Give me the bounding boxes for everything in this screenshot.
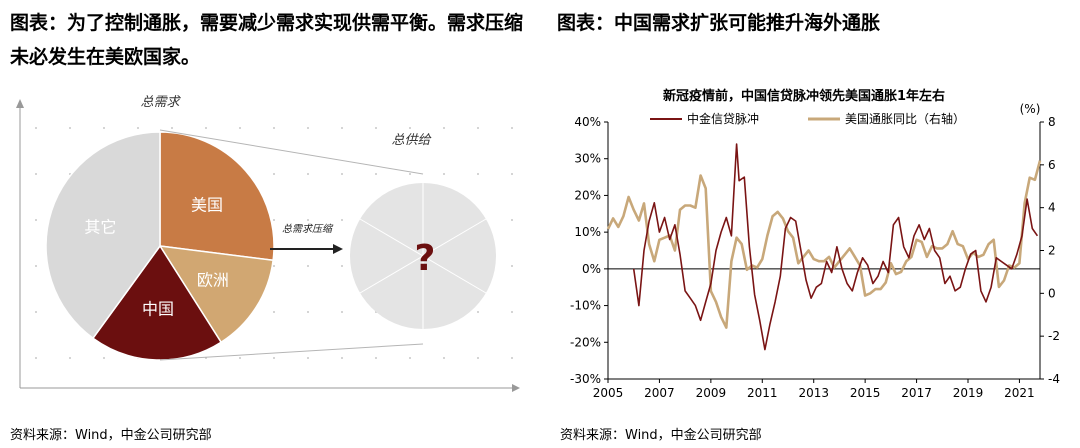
- left-tick-label: 0%: [582, 262, 601, 276]
- chart-title: 新冠疫情前，中国信贷脉冲领先美国通胀1年左右: [663, 88, 945, 104]
- connector-line-bottom: [159, 343, 424, 361]
- right-tick-label: 6: [1048, 158, 1056, 172]
- x-tick-label: 2005: [593, 386, 624, 400]
- credit-inflation-chart: 新冠疫情前，中国信贷脉冲领先美国通胀1年左右 (%) 中金信贷脉冲 美国通胀同比…: [570, 88, 1060, 400]
- demand-pie: [45, 131, 275, 361]
- x-tick-label: 2017: [901, 386, 932, 400]
- left-tick-label: 20%: [574, 188, 601, 202]
- pie-slice-1: [158, 245, 274, 344]
- x-tick-label: 2015: [850, 386, 881, 400]
- series-line-us-cpi: [606, 160, 1042, 329]
- pie-label-3: 其它: [84, 218, 116, 237]
- legend-label-credit: 中金信贷脉冲: [687, 111, 759, 126]
- supply-circle-dividers: [359, 183, 487, 329]
- total-demand-label: 总需求: [140, 95, 181, 110]
- left-panel-title: 图表：为了控制通胀，需要减少需求实现供需平衡。需求压缩未必发生在美欧国家。: [10, 12, 524, 68]
- x-tick-label: 2011: [747, 386, 778, 400]
- chart-tick-labels: 40% 30% 20% 10% 0% -10% -20% -30% 8 6 4 2 0 -2 -4 2005 2…: [570, 115, 1060, 400]
- right-tick-label: 8: [1048, 115, 1056, 129]
- right-tick-label: 2: [1048, 244, 1056, 258]
- compress-label: 总需求压缩: [282, 223, 334, 235]
- right-tick-label: -4: [1048, 372, 1060, 386]
- pie-slice-3: [45, 131, 161, 340]
- right-tick-label: 4: [1048, 201, 1056, 215]
- series-line-credit-impulse: [632, 143, 1039, 351]
- right-tick-label: 0: [1048, 286, 1056, 300]
- left-tick-label: 30%: [574, 152, 601, 166]
- connector-line-top: [159, 129, 424, 175]
- pie-label-1: 欧洲: [197, 271, 229, 290]
- right-panel-title: 图表：中国需求扩张可能推升海外通胀: [557, 12, 881, 34]
- question-mark-icon: ?: [415, 238, 436, 279]
- left-tick-label: -10%: [570, 299, 601, 313]
- legend-label-cpi: 美国通胀同比（右轴）: [845, 111, 965, 126]
- x-tick-label: 2019: [953, 386, 984, 400]
- left-tick-label: -30%: [570, 372, 601, 386]
- pie-slice-2: [91, 244, 223, 361]
- right-source-note: 资料来源：Wind，中金公司研究部: [560, 428, 762, 443]
- pie-label-0: 美国: [191, 196, 223, 215]
- pie-label-2: 中国: [142, 300, 174, 319]
- x-axis-arrow: [512, 384, 520, 392]
- chart-series: [606, 143, 1042, 351]
- x-tick-label: 2013: [798, 386, 829, 400]
- compress-arrowhead: [333, 244, 343, 254]
- total-supply-label: 总供给: [391, 133, 432, 148]
- right-axis-unit: (%): [1020, 102, 1041, 116]
- left-source-note: 资料来源：Wind，中金公司研究部: [10, 428, 212, 443]
- y-axis-arrow: [16, 99, 24, 108]
- left-tick-label: -20%: [570, 335, 601, 349]
- right-tick-label: -2: [1048, 329, 1060, 343]
- left-tick-label: 40%: [574, 115, 601, 129]
- x-tick-label: 2009: [696, 386, 727, 400]
- x-tick-label: 2021: [1004, 386, 1035, 400]
- left-tick-label: 10%: [574, 225, 601, 239]
- x-tick-label: 2007: [644, 386, 675, 400]
